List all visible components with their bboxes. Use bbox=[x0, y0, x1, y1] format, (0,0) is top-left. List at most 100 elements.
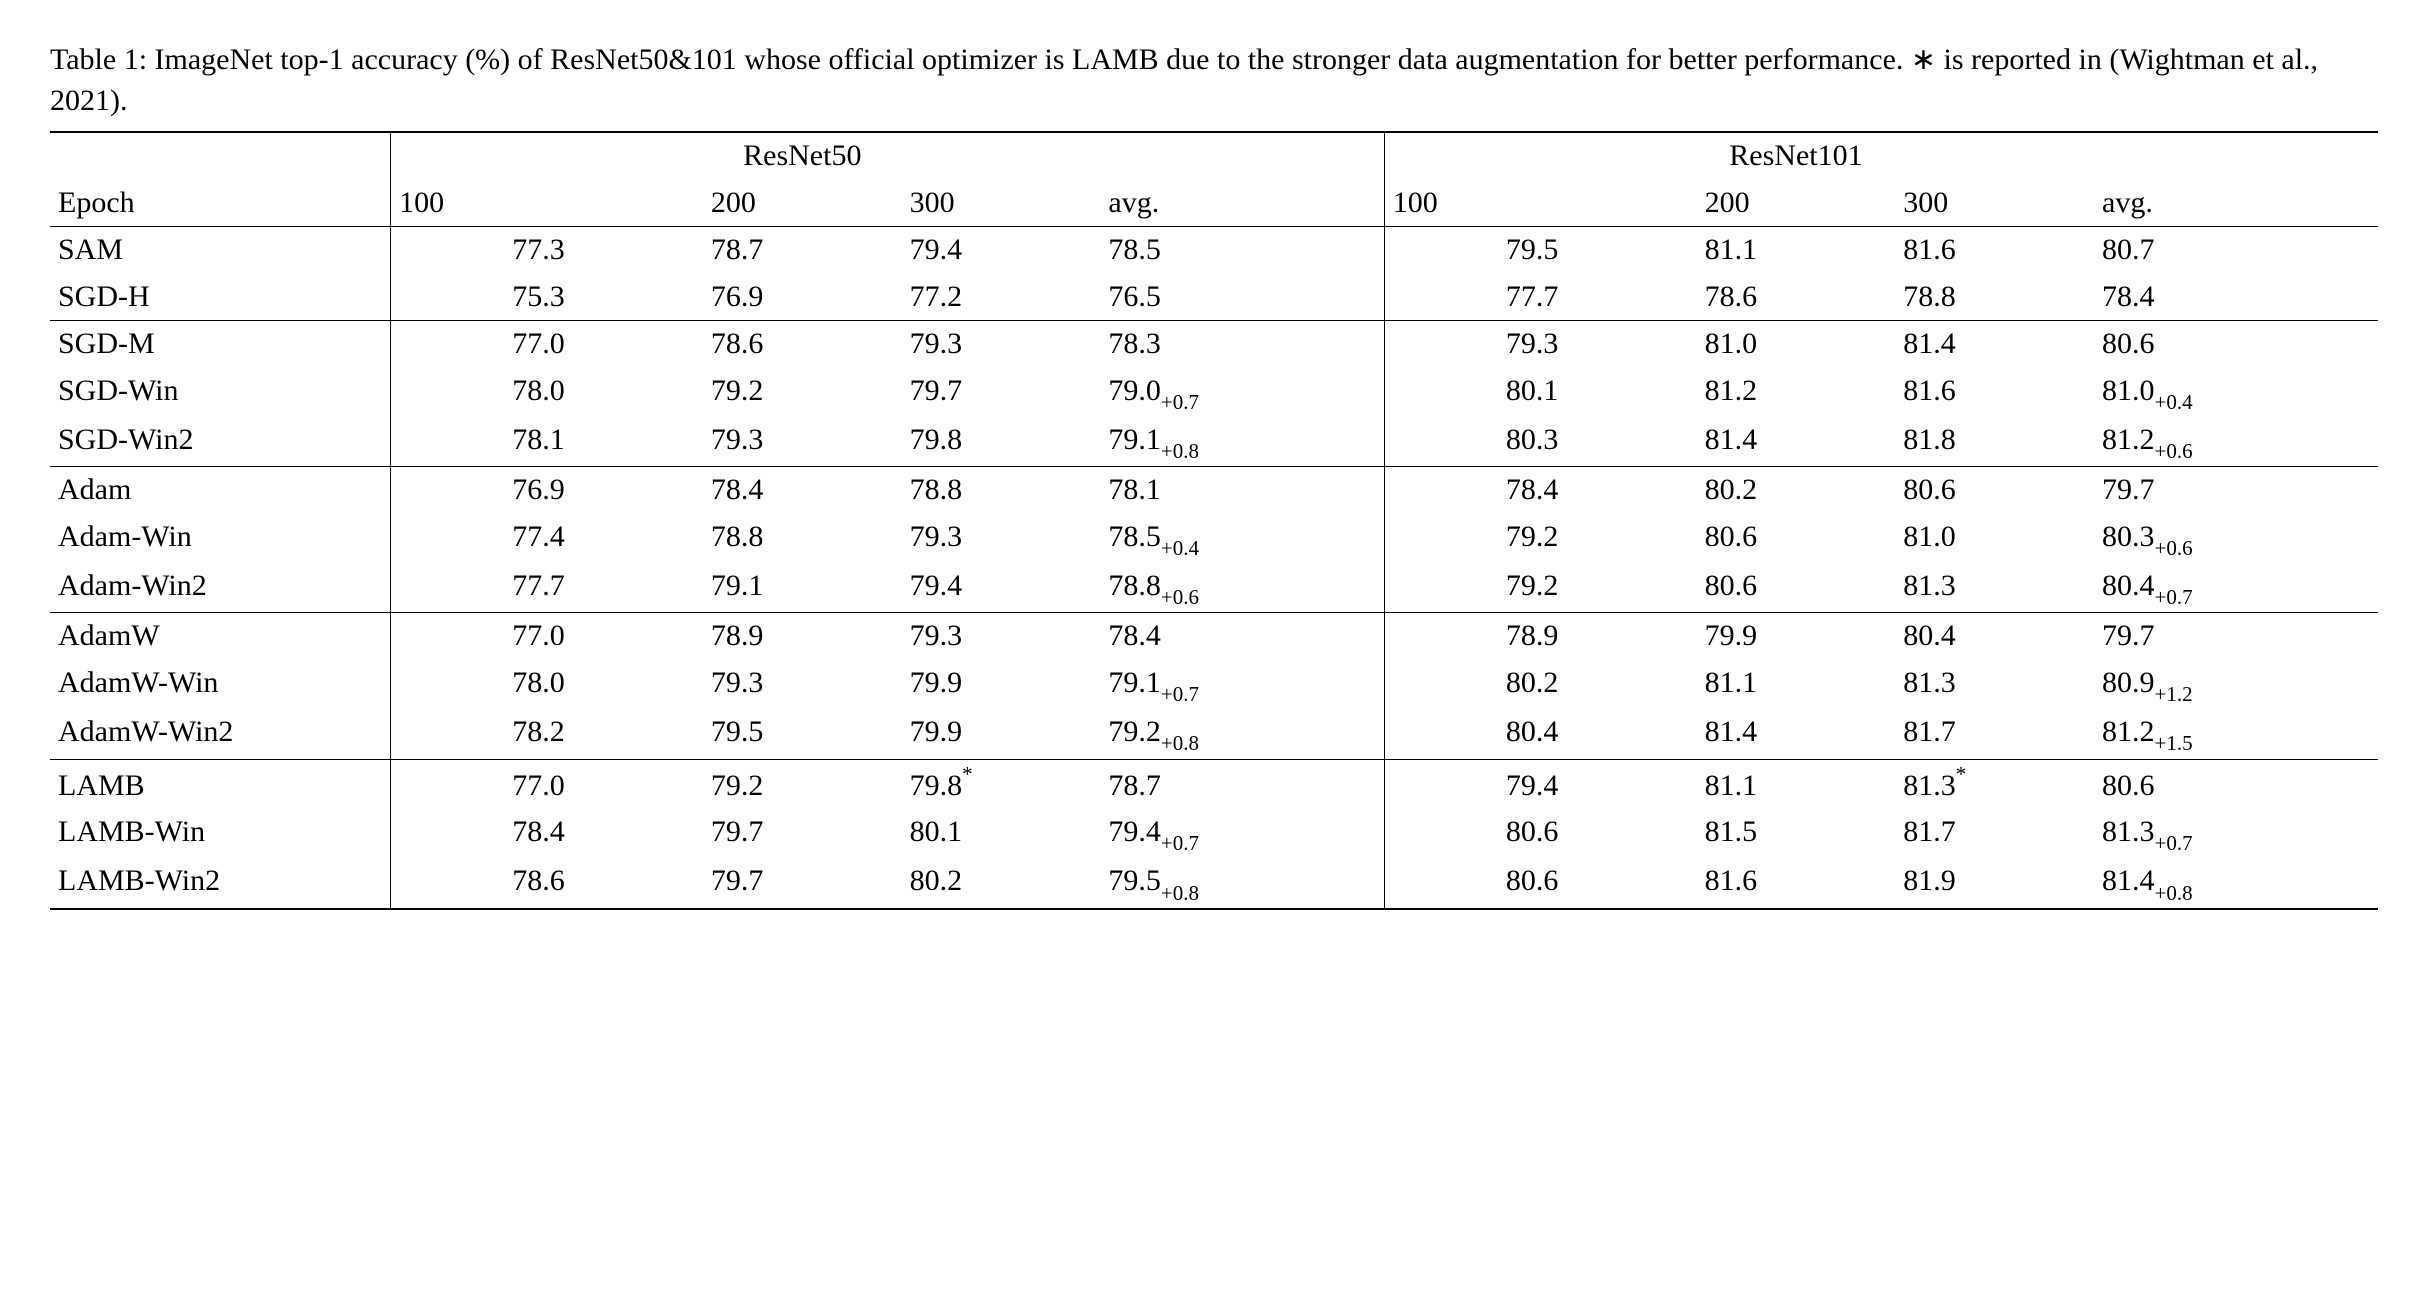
cell-value: 81.6 bbox=[1903, 233, 1956, 266]
cell-value: 79.8 bbox=[910, 423, 963, 456]
cell-value: 79.5 bbox=[711, 715, 764, 748]
cell-value: 80.6 bbox=[1506, 815, 1559, 848]
value-cell: 78.7 bbox=[703, 227, 902, 274]
separator-cell bbox=[1384, 368, 1498, 417]
value-cell: 79.2 bbox=[703, 368, 902, 417]
method-name: AdamW bbox=[50, 613, 391, 660]
method-name: SGD-H bbox=[50, 274, 391, 321]
method-name: SGD-Win2 bbox=[50, 417, 391, 467]
value-cell: 79.4+0.7 bbox=[1100, 809, 1384, 858]
separator-cell bbox=[391, 759, 505, 809]
cell-subscript: +0.7 bbox=[2155, 585, 2193, 609]
value-cell: 81.5 bbox=[1697, 809, 1896, 858]
cell-value: 79.4 bbox=[1506, 769, 1559, 802]
cell-value: 81.2 bbox=[2102, 423, 2155, 456]
value-cell: 78.1 bbox=[504, 417, 703, 467]
value-cell: 79.9 bbox=[902, 709, 1101, 759]
cell-value: 77.4 bbox=[512, 520, 565, 553]
cell-value: 80.3 bbox=[1506, 423, 1559, 456]
value-cell: 78.4 bbox=[2094, 274, 2378, 321]
cell-value: 77.0 bbox=[512, 327, 565, 360]
cell-value: 81.0 bbox=[1903, 520, 1956, 553]
value-cell: 79.3 bbox=[902, 321, 1101, 368]
cell-value: 81.8 bbox=[1903, 423, 1956, 456]
cell-value: 78.1 bbox=[512, 423, 565, 456]
separator-cell bbox=[1384, 613, 1498, 660]
cell-subscript: +1.2 bbox=[2155, 682, 2193, 706]
cell-subscript: +0.6 bbox=[1161, 585, 1199, 609]
method-name: AdamW-Win bbox=[50, 660, 391, 709]
caption-star: ∗ bbox=[1911, 43, 1936, 76]
cell-value: 78.9 bbox=[711, 619, 764, 652]
cell-value: 79.9 bbox=[1705, 619, 1758, 652]
header-col-200a: 200 bbox=[703, 180, 902, 227]
cell-value: 81.1 bbox=[1705, 769, 1758, 802]
cell-value: 81.7 bbox=[1903, 715, 1956, 748]
cell-value: 79.2 bbox=[1108, 715, 1161, 748]
separator-cell bbox=[391, 227, 505, 274]
cell-value: 77.7 bbox=[1506, 280, 1559, 313]
cell-value: 79.7 bbox=[711, 864, 764, 897]
separator-cell bbox=[391, 858, 505, 908]
value-cell: 79.9 bbox=[1697, 613, 1896, 660]
value-cell: 80.2 bbox=[902, 858, 1101, 908]
cell-value: 79.2 bbox=[711, 374, 764, 407]
cell-value: 75.3 bbox=[512, 280, 565, 313]
value-cell: 81.2+0.6 bbox=[2094, 417, 2378, 467]
cell-value: 77.0 bbox=[512, 619, 565, 652]
value-cell: 81.2+1.5 bbox=[2094, 709, 2378, 759]
cell-value: 81.3 bbox=[2102, 815, 2155, 848]
cell-value: 79.1 bbox=[1108, 666, 1161, 699]
value-cell: 81.1 bbox=[1697, 227, 1896, 274]
separator-cell bbox=[1384, 809, 1498, 858]
table-row: SGD-M77.078.679.378.379.381.081.480.6 bbox=[50, 321, 2378, 368]
value-cell: 78.5 bbox=[1100, 227, 1384, 274]
header-group-resnet101: ResNet101 bbox=[1498, 132, 2094, 180]
value-cell: 81.3* bbox=[1895, 759, 2094, 809]
value-cell: 77.2 bbox=[902, 274, 1101, 321]
cell-value: 80.4 bbox=[1903, 619, 1956, 652]
cell-value: 79.1 bbox=[711, 569, 764, 602]
table-row: AdamW-Win278.279.579.979.2+0.880.481.481… bbox=[50, 709, 2378, 759]
value-cell: 78.4 bbox=[1498, 467, 1697, 514]
separator-cell bbox=[391, 563, 505, 613]
value-cell: 77.0 bbox=[504, 321, 703, 368]
results-table: ResNet50 ResNet101 Epoch 100 200 300 avg… bbox=[50, 131, 2378, 910]
cell-value: 78.8 bbox=[1903, 280, 1956, 313]
table-row: AdamW77.078.979.378.478.979.980.479.7 bbox=[50, 613, 2378, 660]
header-group-resnet50: ResNet50 bbox=[504, 132, 1100, 180]
value-cell: 79.5 bbox=[703, 709, 902, 759]
table-row: AdamW-Win78.079.379.979.1+0.780.281.181.… bbox=[50, 660, 2378, 709]
separator-cell bbox=[391, 514, 505, 563]
value-cell: 80.6 bbox=[2094, 759, 2378, 809]
separator-cell bbox=[391, 368, 505, 417]
value-cell: 81.6 bbox=[1895, 227, 2094, 274]
cell-value: 79.3 bbox=[1506, 327, 1559, 360]
value-cell: 81.2 bbox=[1697, 368, 1896, 417]
value-cell: 78.3 bbox=[1100, 321, 1384, 368]
value-cell: 80.3 bbox=[1498, 417, 1697, 467]
value-cell: 79.1 bbox=[703, 563, 902, 613]
value-cell: 78.1 bbox=[1100, 467, 1384, 514]
cell-value: 81.7 bbox=[1903, 815, 1956, 848]
value-cell: 78.5+0.4 bbox=[1100, 514, 1384, 563]
cell-value: 80.4 bbox=[1506, 715, 1559, 748]
method-name: LAMB-Win2 bbox=[50, 858, 391, 908]
value-cell: 78.4 bbox=[1100, 613, 1384, 660]
table-row: SGD-H75.376.977.276.577.778.678.878.4 bbox=[50, 274, 2378, 321]
separator-cell bbox=[1384, 660, 1498, 709]
method-name: Adam-Win2 bbox=[50, 563, 391, 613]
cell-value: 80.9 bbox=[2102, 666, 2155, 699]
method-name: Adam-Win bbox=[50, 514, 391, 563]
cell-value: 77.0 bbox=[512, 769, 565, 802]
value-cell: 77.3 bbox=[504, 227, 703, 274]
value-cell: 78.7 bbox=[1100, 759, 1384, 809]
value-cell: 80.3+0.6 bbox=[2094, 514, 2378, 563]
cell-value: 79.5 bbox=[1108, 864, 1161, 897]
method-name: Adam bbox=[50, 467, 391, 514]
value-cell: 80.6 bbox=[1697, 563, 1896, 613]
table-row: LAMB-Win78.479.780.179.4+0.780.681.581.7… bbox=[50, 809, 2378, 858]
cell-value: 80.6 bbox=[1506, 864, 1559, 897]
cell-value: 79.4 bbox=[910, 233, 963, 266]
cell-value: 79.9 bbox=[910, 666, 963, 699]
